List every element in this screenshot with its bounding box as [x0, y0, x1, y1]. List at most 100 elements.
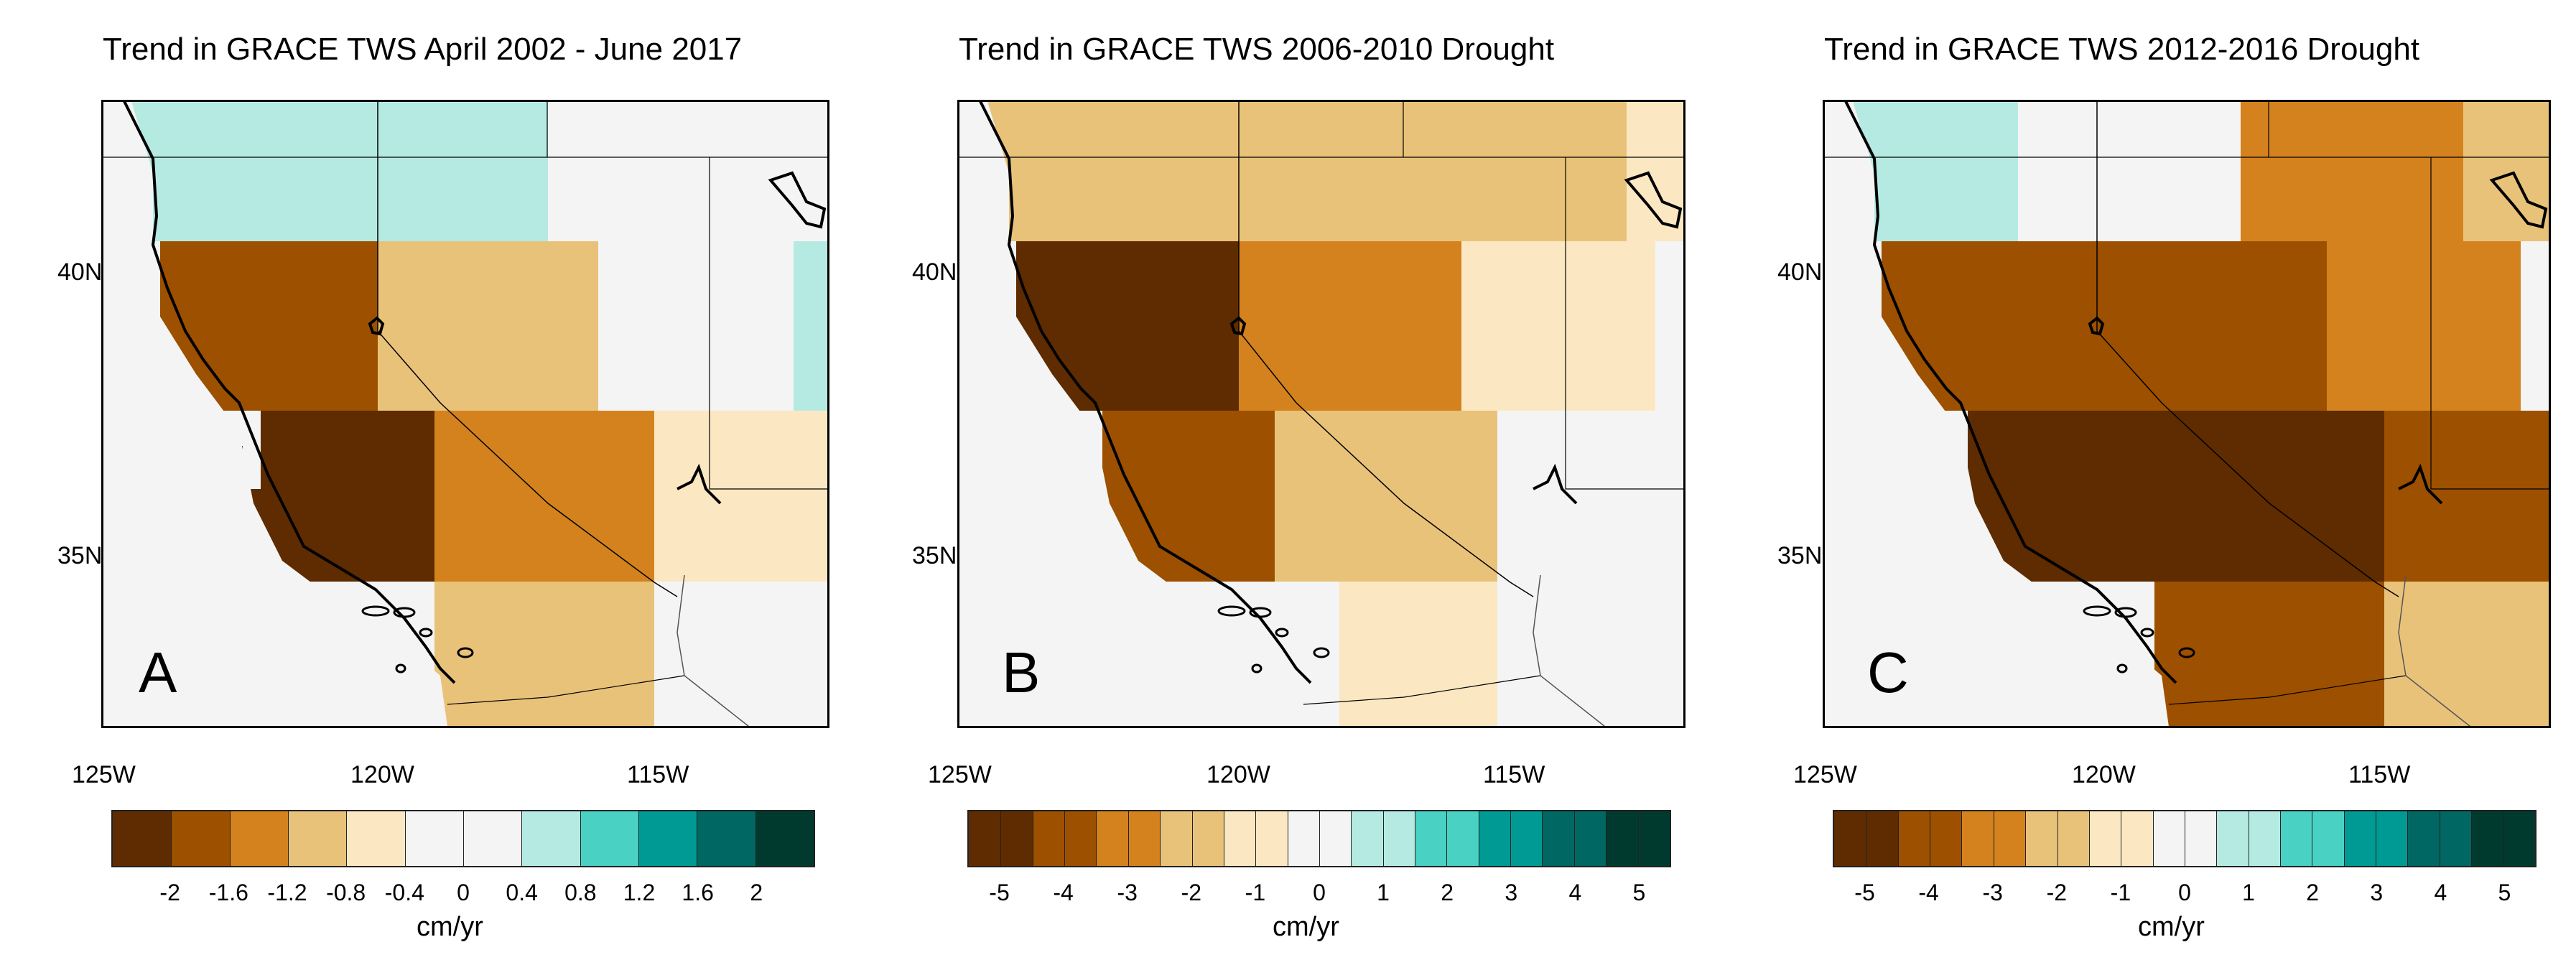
colorbar-tick-label: -0.8 — [326, 880, 366, 905]
colorbar-cell — [1000, 811, 1033, 866]
colorbar-tick-label: -3 — [1117, 880, 1138, 905]
colorbar-cell — [2471, 811, 2503, 866]
colorbar-cell — [2216, 811, 2249, 866]
colorbar-ticks: -2 -1.6 -1.2 -0.8 -0.4 0 0.4 0.8 1.2 1.6 2 — [111, 880, 815, 908]
colorbar-tick-label: -2 — [159, 880, 180, 905]
colorbar-tick-label: 0 — [2178, 880, 2191, 905]
lat-label: 35N — [1777, 542, 1823, 569]
colorbar-cell — [2439, 811, 2472, 866]
colorbar-tick-label: -5 — [1854, 880, 1875, 905]
colorbar-cell — [2280, 811, 2312, 866]
colorbar-cell — [2121, 811, 2153, 866]
colorbar-cell — [1897, 811, 1930, 866]
colorbar-cell — [697, 811, 755, 866]
colorbar-cell — [2088, 811, 2121, 866]
panel-letter: B — [1002, 640, 1041, 704]
colorbar — [967, 810, 1671, 867]
colorbar-cell — [1351, 811, 1383, 866]
colorbar-cell — [2025, 811, 2057, 866]
colorbar-unit: cm/yr — [417, 912, 483, 942]
lon-label: 115W — [627, 761, 689, 788]
colorbar-cell — [1382, 811, 1415, 866]
colorbar-tick-label: 0.8 — [564, 880, 597, 905]
colorbar-cell — [1961, 811, 1994, 866]
panel-title: Trend in GRACE TWS April 2002 - June 201… — [103, 32, 743, 67]
colorbar-cell — [1287, 811, 1319, 866]
trend-grid — [959, 101, 1684, 727]
lat-label: 35N — [912, 542, 957, 569]
colorbar-cell — [2248, 811, 2281, 866]
colorbar-cell — [462, 811, 522, 866]
panel-a: Trend in GRACE TWS April 2002 - June 201… — [0, 0, 858, 965]
panel-title: Trend in GRACE TWS 2012-2016 Drought — [1824, 32, 2420, 67]
colorbar-cell — [346, 811, 405, 866]
colorbar-tick-label: 2 — [1441, 880, 1454, 905]
lon-label: 120W — [1206, 761, 1270, 788]
colorbar-cell — [1032, 811, 1065, 866]
colorbar-cell — [2503, 811, 2535, 866]
colorbar-cell — [2376, 811, 2408, 866]
colorbar-tick-label: 1 — [1377, 880, 1390, 905]
colorbar-cell — [1510, 811, 1543, 866]
colorbar-tick-label: -4 — [1918, 880, 1939, 905]
lat-label: 40N — [57, 258, 103, 286]
colorbar-cell — [638, 811, 697, 866]
colorbar-cell — [1606, 811, 1638, 866]
colorbar-tick-label: -4 — [1053, 880, 1074, 905]
colorbar-ticks: -5 -4 -3 -2 -1 0 1 2 3 4 5 — [967, 880, 1671, 908]
lon-label: 115W — [2348, 761, 2411, 788]
colorbar-cell — [1191, 811, 1224, 866]
colorbar-tick-label: -1 — [1245, 880, 1266, 905]
colorbar-tick-label: 0 — [1313, 880, 1326, 905]
colorbar-tick-label: 5 — [2498, 880, 2511, 905]
colorbar-cell — [1993, 811, 2026, 866]
colorbar-cell — [1096, 811, 1128, 866]
panel-b: Trend in GRACE TWS 2006-2010 Drought — [858, 0, 1716, 965]
colorbar-cell — [229, 811, 288, 866]
colorbar-cell — [404, 811, 463, 866]
colorbar-cell — [1064, 811, 1097, 866]
panel-letter: A — [139, 640, 177, 704]
lon-label: 115W — [1483, 761, 1545, 788]
colorbar-tick-label: 2 — [2306, 880, 2320, 905]
colorbar-cell — [1866, 811, 1898, 866]
lat-label: 40N — [1777, 258, 1823, 286]
lon-label: 125W — [72, 761, 136, 788]
colorbar-cell — [2312, 811, 2344, 866]
panel-c: Trend in GRACE TWS 2012-2016 Drought — [1716, 0, 2576, 965]
trend-grid — [1824, 101, 2549, 727]
colorbar-tick-label: -5 — [989, 880, 1010, 905]
colorbar-cell — [113, 811, 172, 866]
colorbar — [1833, 810, 2537, 867]
colorbar-tick-label: 0 — [457, 880, 470, 905]
colorbar-cell — [1160, 811, 1192, 866]
colorbar-cell — [1223, 811, 1256, 866]
colorbar-cell — [1930, 811, 1962, 866]
colorbar-cell — [1127, 811, 1161, 866]
lat-label: 35N — [57, 542, 103, 569]
lat-label: 40N — [912, 258, 957, 286]
colorbar-cell — [755, 811, 814, 866]
colorbar-cell — [2407, 811, 2440, 866]
colorbar-cell — [1573, 811, 1606, 866]
colorbar-cell — [1319, 811, 1352, 866]
colorbar-tick-label: -3 — [1982, 880, 2003, 905]
colorbar-cell — [1446, 811, 1479, 866]
map-area: C — [1824, 101, 2549, 727]
panel-title: Trend in GRACE TWS 2006-2010 Drought — [959, 32, 1555, 67]
colorbar-cell — [969, 811, 1001, 866]
colorbar-tick-label: 1.6 — [682, 880, 714, 905]
colorbar-tick-label: -1.2 — [267, 880, 307, 905]
colorbar-tick-label: 0.4 — [506, 880, 538, 905]
colorbar-cell — [2152, 811, 2185, 866]
colorbar-tick-label: -0.4 — [384, 880, 424, 905]
colorbar-unit: cm/yr — [1273, 912, 1339, 942]
colorbar-tick-label: -1 — [2110, 880, 2131, 905]
colorbar-tick-label: 3 — [1505, 880, 1518, 905]
map-area: A — [103, 101, 828, 727]
colorbar-cell — [1255, 811, 1288, 866]
lon-label: 120W — [350, 761, 414, 788]
colorbar-cell — [2057, 811, 2089, 866]
colorbar-tick-label: 4 — [2434, 880, 2447, 905]
colorbar-cell — [171, 811, 230, 866]
